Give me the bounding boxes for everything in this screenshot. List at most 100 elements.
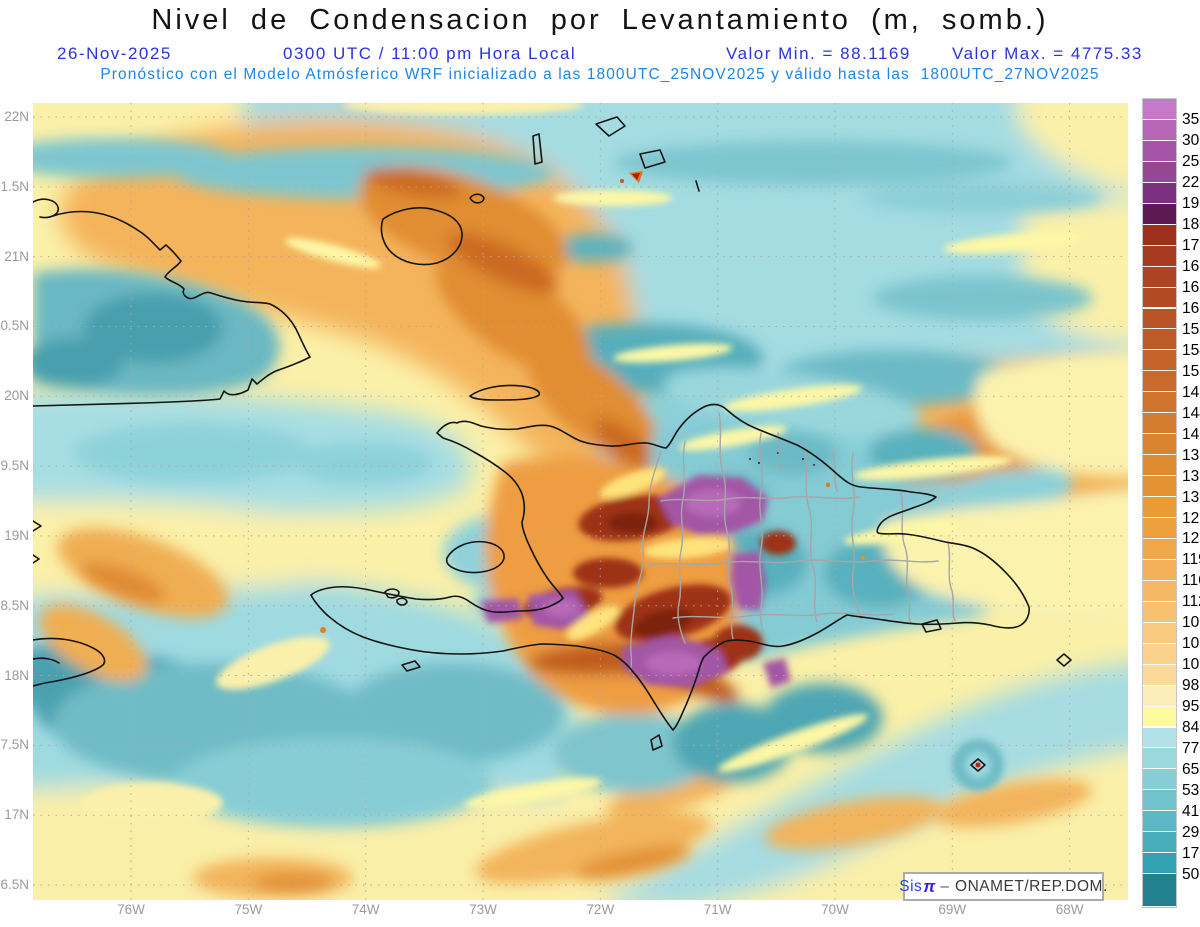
colorbar-cell xyxy=(1143,748,1176,770)
gridlines xyxy=(33,103,1128,900)
colorbar-label: 3500 xyxy=(1182,111,1200,129)
y-axis-label: 20N xyxy=(4,388,29,404)
colorbar-cell xyxy=(1143,99,1176,120)
colorbar-label: 50 xyxy=(1182,865,1200,883)
colorbar-label: 1370 xyxy=(1182,446,1200,464)
colorbar-label: 2200 xyxy=(1182,174,1200,192)
colorbar-cell xyxy=(1143,580,1176,602)
colorbar-label: 170 xyxy=(1182,844,1200,862)
y-axis-label: 1.5N xyxy=(0,178,29,194)
colorbar-label: 1265 xyxy=(1182,509,1200,527)
colorbar-cell xyxy=(1143,685,1176,707)
x-axis-label: 68W xyxy=(1055,902,1084,917)
colorbar-label: 3000 xyxy=(1182,132,1200,150)
colorbar-cell xyxy=(1143,119,1176,141)
colorbar-label: 1475 xyxy=(1182,383,1200,401)
y-axis-label: 17N xyxy=(4,807,29,823)
colorbar-label: 1020 xyxy=(1182,656,1200,674)
y-axis-label: 22N xyxy=(4,109,29,124)
colorbar-cell xyxy=(1143,832,1176,854)
colorbar-label: 410 xyxy=(1182,802,1200,820)
colorbar-label: 1090 xyxy=(1182,614,1200,632)
colorbar-cell xyxy=(1143,182,1176,204)
colorbar-cell xyxy=(1143,371,1176,393)
colorbar-cell xyxy=(1143,350,1176,372)
colorbar-label: 1300 xyxy=(1182,488,1200,506)
colorbar-label: 1440 xyxy=(1182,404,1200,422)
colorbar-label: 1125 xyxy=(1182,593,1200,611)
cuba-north-coast xyxy=(33,198,311,358)
value-max-label: Valor Max. = 4775.33 xyxy=(952,44,1143,63)
colorbar-label: 650 xyxy=(1182,760,1200,778)
colorbar-cell xyxy=(1143,203,1176,225)
colorbar-label: 1405 xyxy=(1182,425,1200,443)
jamaica-coastline xyxy=(33,637,106,687)
cuba-south-coast xyxy=(33,356,311,407)
colorbar-cell xyxy=(1143,308,1176,330)
colorbar-label: 1230 xyxy=(1182,530,1200,548)
turks-caicos-islands xyxy=(532,116,700,192)
tortue-island xyxy=(469,384,541,401)
colorbar-cell xyxy=(1143,140,1176,162)
colorbar-label: 1055 xyxy=(1182,635,1200,653)
x-axis-label: 70W xyxy=(821,902,849,917)
gonave-island xyxy=(445,540,505,574)
colorbar-cell xyxy=(1143,727,1176,749)
colorbar-cell xyxy=(1143,476,1176,498)
colorbar-cell xyxy=(1143,643,1176,665)
page-title: Nivel de Condensacion por Levantamiento … xyxy=(151,4,1049,36)
model-subtitle: Pronóstico con el Modelo Atmósferico WRF… xyxy=(100,66,1100,83)
watermark-org: ONAMET/REP.DOM. xyxy=(955,877,1108,895)
colorbar-cell xyxy=(1143,664,1176,686)
hispaniola-coastline xyxy=(310,403,1030,731)
y-axis-label: 9.5N xyxy=(0,458,29,474)
x-axis-label: 75W xyxy=(234,902,263,917)
colorbar-cell xyxy=(1143,266,1176,288)
y-axis-label: 0.5N xyxy=(0,318,29,334)
colorbar-cell xyxy=(1143,601,1176,623)
y-axis-label: 18N xyxy=(4,667,29,683)
forecast-date: 26-Nov-2025 xyxy=(57,44,172,63)
pi-icon: π xyxy=(923,876,936,896)
forecast-time: 0300 UTC / 11:00 pm Hora Local xyxy=(283,44,577,63)
province-boundaries xyxy=(629,412,956,672)
colorbar-label: 2500 xyxy=(1182,153,1200,171)
colorbar-label: 1195 xyxy=(1182,551,1200,569)
watermark-sis: Sis xyxy=(899,877,923,895)
little-inagua xyxy=(469,193,485,204)
colorbar-label: 530 xyxy=(1182,781,1200,799)
colorbar-cell xyxy=(1143,538,1176,560)
mona-island xyxy=(970,758,986,772)
beata-island xyxy=(650,734,663,751)
x-axis-label: 74W xyxy=(351,902,380,917)
ile-a-vache xyxy=(401,660,421,672)
colorbar-label: 840 xyxy=(1182,719,1200,736)
colorbar-cell xyxy=(1143,329,1176,351)
colorbar-cell xyxy=(1143,497,1176,518)
colorbar-cell xyxy=(1143,245,1176,267)
colorbar-label: 1335 xyxy=(1182,467,1200,485)
watermark-box: Sis π – ONAMET/REP.DOM. xyxy=(899,872,1107,901)
map-specks xyxy=(320,171,981,768)
colorbar-label: 1545 xyxy=(1182,341,1200,359)
x-axis-label: 73W xyxy=(469,902,497,917)
colorbar-label: 1160 xyxy=(1182,572,1200,590)
map-canvas xyxy=(33,103,1128,900)
colorbar-label: 1580 xyxy=(1182,320,1200,338)
colorbar-cell xyxy=(1143,434,1176,456)
colorbar-cell xyxy=(1143,874,1176,908)
colorbar-cell xyxy=(1143,853,1176,875)
colorbar-cell xyxy=(1143,622,1176,644)
x-axis-label: 72W xyxy=(586,902,615,917)
colorbar-label: 770 xyxy=(1182,739,1200,757)
colorbar-cell xyxy=(1143,559,1176,581)
colorbar-label: 950 xyxy=(1182,698,1200,716)
colorbar-cell xyxy=(1143,455,1176,477)
colorbar-label: 985 xyxy=(1182,677,1200,695)
value-min-label: Valor Min. = 88.1169 xyxy=(726,44,911,63)
colorbar-label: 290 xyxy=(1182,823,1200,841)
colorbar-cell xyxy=(1143,287,1176,309)
colorbar-cell xyxy=(1143,413,1176,435)
